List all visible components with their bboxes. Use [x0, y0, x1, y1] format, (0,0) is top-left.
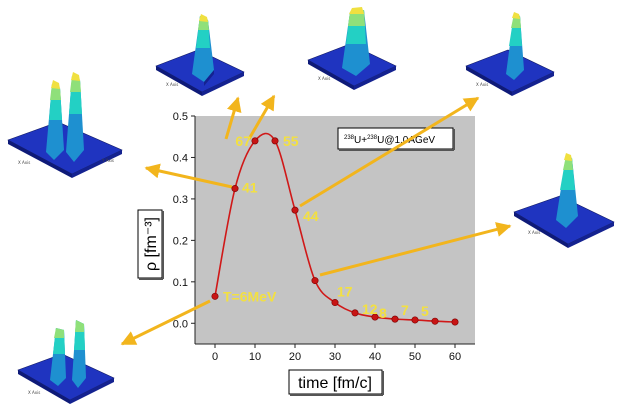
- point-label: T=6MeV: [223, 288, 277, 304]
- data-point: [352, 310, 358, 316]
- x-tick-label: 0: [212, 351, 218, 363]
- y-axis-label: ρ [fm⁻³]: [143, 217, 160, 271]
- point-label: 44: [303, 208, 319, 224]
- point-label: 5: [421, 303, 429, 319]
- point-label: 8: [379, 305, 387, 321]
- x-tick-label: 60: [449, 351, 461, 363]
- data-point: [432, 318, 438, 324]
- inset-plot-1: X Axis: [156, 14, 244, 96]
- x-tick-label: 40: [369, 351, 381, 363]
- inset-plot-4: X Axis Y Axis: [8, 72, 122, 178]
- data-point: [252, 138, 258, 144]
- point-label: 7: [401, 302, 409, 318]
- svg-text:X Axis: X Axis: [18, 160, 30, 165]
- data-point: [272, 138, 278, 144]
- y-axis-title-box: ρ [fm⁻³]: [138, 210, 163, 279]
- data-point: [452, 319, 458, 325]
- svg-text:X Axis: X Axis: [528, 230, 540, 235]
- y-tick-label: 0.4: [173, 152, 188, 164]
- data-point: [292, 207, 298, 213]
- y-tick-label: 0.0: [173, 318, 188, 330]
- data-point: [312, 277, 318, 283]
- svg-text:Y Axis: Y Axis: [101, 158, 114, 163]
- inset-plot-6: X Axis: [18, 320, 114, 404]
- y-tick-label: 0.3: [173, 194, 188, 206]
- x-tick-label: 10: [249, 351, 261, 363]
- y-tick-label: 0.1: [173, 277, 188, 289]
- svg-text:X Axis: X Axis: [28, 390, 40, 395]
- point-label: 17: [337, 284, 353, 300]
- point-label: 55: [283, 133, 299, 149]
- svg-text:X Axis: X Axis: [318, 76, 330, 81]
- data-point: [392, 316, 398, 322]
- svg-text:X Axis: X Axis: [166, 82, 178, 87]
- x-axis-label: time [fm/c]: [298, 375, 372, 392]
- x-tick-label: 50: [409, 351, 421, 363]
- legend-element-a: U+: [354, 135, 367, 146]
- inset-plot-2: X Axis: [308, 7, 396, 90]
- data-point: [212, 293, 218, 299]
- x-tick-label: 20: [289, 351, 301, 363]
- x-tick-label: 30: [329, 351, 341, 363]
- y-tick-label: 0.2: [173, 235, 188, 247]
- svg-text:238U+238U@1.0AGeV: 238U+238U@1.0AGeV: [344, 135, 435, 146]
- data-point: [332, 299, 338, 305]
- svg-text:X Axis: X Axis: [476, 82, 488, 87]
- data-point: [412, 317, 418, 323]
- point-label: 12: [362, 301, 378, 317]
- y-tick-label: 0.5: [173, 111, 188, 123]
- point-label: 67: [235, 133, 251, 149]
- inset-plot-3: X Axis: [466, 12, 554, 96]
- data-point: [232, 185, 238, 191]
- point-label: 41: [242, 180, 258, 196]
- x-axis-title-box: time [fm/c]: [289, 370, 383, 395]
- inset-plot-5: X Axis: [514, 153, 614, 248]
